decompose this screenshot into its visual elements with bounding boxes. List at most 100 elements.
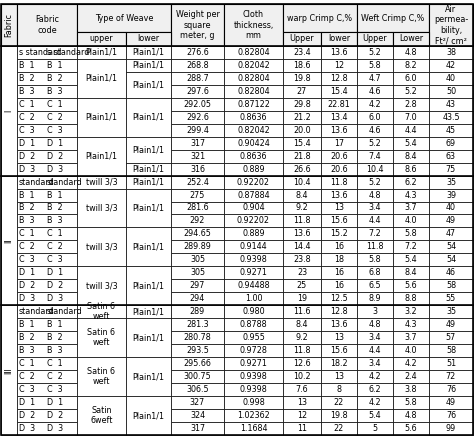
Bar — [283, 111, 321, 124]
Bar — [357, 46, 393, 59]
Text: 54: 54 — [446, 242, 456, 252]
Text: 21.8: 21.8 — [293, 152, 311, 160]
Bar — [321, 266, 357, 279]
Bar — [171, 46, 224, 59]
Text: C  2: C 2 — [47, 372, 63, 381]
Bar — [321, 228, 357, 240]
Bar — [357, 59, 393, 72]
Text: 22: 22 — [334, 424, 344, 433]
Text: Lower: Lower — [399, 34, 423, 44]
Text: 12.5: 12.5 — [330, 294, 348, 303]
Bar — [224, 72, 283, 85]
Text: 12.8: 12.8 — [330, 74, 348, 83]
Text: 20.6: 20.6 — [330, 152, 348, 160]
Text: 22.81: 22.81 — [328, 100, 350, 109]
Text: 0.955: 0.955 — [242, 333, 265, 342]
Text: B  2: B 2 — [47, 204, 63, 212]
Text: 43: 43 — [446, 100, 456, 109]
Text: 49: 49 — [446, 216, 456, 225]
Text: 40: 40 — [446, 74, 456, 83]
Bar — [429, 396, 473, 409]
Bar — [393, 136, 429, 150]
Bar — [224, 201, 283, 215]
Bar — [171, 331, 224, 344]
Text: C  3: C 3 — [19, 255, 35, 264]
Bar — [357, 150, 393, 163]
Bar — [126, 46, 171, 59]
Bar — [77, 46, 126, 59]
Text: 0.980: 0.980 — [242, 307, 265, 316]
Bar — [17, 396, 77, 409]
Bar — [283, 98, 321, 111]
Text: D  3: D 3 — [19, 424, 35, 433]
Text: 10.4: 10.4 — [366, 164, 384, 174]
Bar — [357, 292, 393, 305]
Text: 2.8: 2.8 — [405, 100, 417, 109]
Bar — [393, 111, 429, 124]
Bar — [171, 305, 224, 318]
Bar — [77, 266, 126, 305]
Text: 0.82804: 0.82804 — [237, 87, 270, 96]
Text: 12.8: 12.8 — [330, 307, 348, 316]
Bar — [321, 279, 357, 292]
Text: 5.2: 5.2 — [405, 87, 418, 96]
Bar — [429, 318, 473, 331]
Text: Weft Crimp C,%: Weft Crimp C,% — [361, 14, 425, 23]
Bar — [357, 279, 393, 292]
Bar — [1, 305, 17, 435]
Bar — [321, 98, 357, 111]
Bar — [171, 85, 224, 98]
Text: 0.8636: 0.8636 — [240, 112, 267, 122]
Text: 12: 12 — [334, 61, 344, 70]
Bar — [171, 292, 224, 305]
Text: 20.6: 20.6 — [330, 164, 348, 174]
Bar — [429, 98, 473, 111]
Text: 324: 324 — [190, 411, 205, 420]
Bar — [283, 422, 321, 435]
Text: 20.0: 20.0 — [293, 126, 311, 135]
Text: 5.2: 5.2 — [369, 139, 382, 148]
Text: 289: 289 — [190, 307, 205, 316]
Text: 76: 76 — [446, 411, 456, 420]
Text: 5.6: 5.6 — [405, 424, 417, 433]
Bar — [17, 357, 77, 370]
Bar — [283, 228, 321, 240]
Bar — [17, 46, 77, 59]
Bar — [77, 4, 171, 32]
Bar — [393, 292, 429, 305]
Bar — [429, 136, 473, 150]
Text: 9.2: 9.2 — [296, 204, 309, 212]
Text: Satin
6weft: Satin 6weft — [91, 406, 113, 425]
Bar — [357, 98, 393, 111]
Bar — [321, 331, 357, 344]
Bar — [393, 176, 429, 188]
Bar — [126, 228, 171, 266]
Bar — [393, 32, 429, 46]
Text: 23: 23 — [297, 268, 307, 277]
Bar — [393, 240, 429, 253]
Bar — [429, 188, 473, 201]
Text: 15.4: 15.4 — [330, 87, 348, 96]
Text: 15.4: 15.4 — [293, 139, 311, 148]
Text: C  2: C 2 — [47, 112, 63, 122]
Bar — [321, 163, 357, 176]
Bar — [429, 370, 473, 383]
Text: 76: 76 — [446, 385, 456, 394]
Text: standard: standard — [19, 307, 55, 316]
Text: 72: 72 — [446, 372, 456, 381]
Bar — [17, 383, 77, 396]
Bar — [17, 215, 77, 228]
Text: Fabric: Fabric — [4, 13, 13, 37]
Text: 3.7: 3.7 — [405, 333, 417, 342]
Bar — [17, 188, 77, 201]
Text: 276.6: 276.6 — [186, 48, 209, 57]
Text: D  1: D 1 — [47, 398, 63, 407]
Bar — [224, 266, 283, 279]
Bar — [224, 318, 283, 331]
Bar — [321, 383, 357, 396]
Bar — [393, 331, 429, 344]
Bar — [17, 409, 77, 422]
Text: 299.4: 299.4 — [186, 126, 209, 135]
Text: Plain1/1: Plain1/1 — [133, 164, 164, 174]
Text: 4.6: 4.6 — [369, 87, 381, 96]
